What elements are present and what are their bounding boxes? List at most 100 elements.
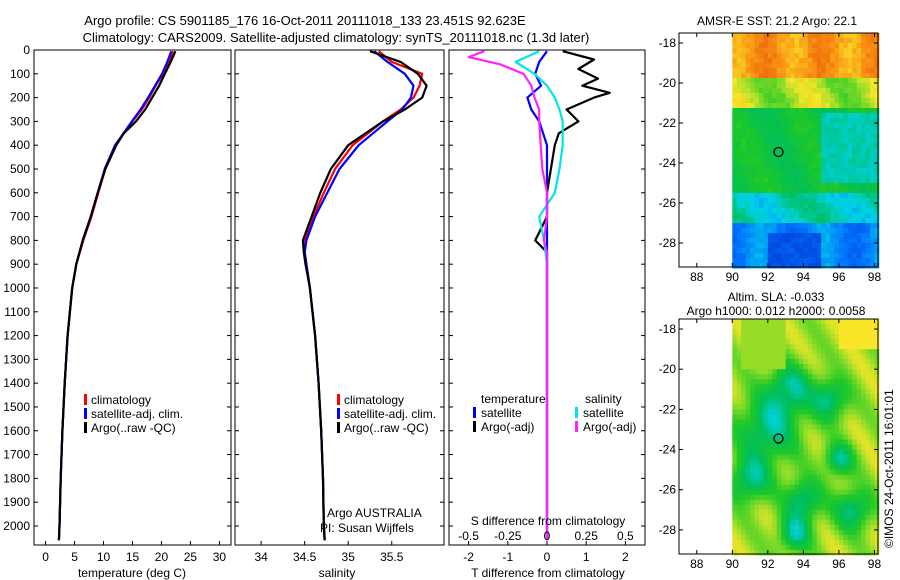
map-cell [750, 178, 755, 184]
map-cell [781, 389, 787, 395]
map-cell [790, 544, 795, 551]
map-cell [758, 133, 764, 139]
map-cell [767, 349, 773, 355]
map-cell [741, 414, 747, 420]
map-cell [843, 98, 849, 104]
map-cell [767, 389, 773, 395]
map-cell [852, 414, 858, 420]
map-cell [781, 233, 787, 239]
map-cell [807, 389, 813, 395]
depth-tick-label: 2000 [3, 519, 30, 533]
map-cell [750, 133, 755, 139]
map-cell [816, 213, 822, 219]
map-cell [772, 238, 778, 244]
map-cell [767, 98, 773, 104]
map-cell [732, 253, 738, 259]
map-cell [741, 183, 747, 189]
map-cell [750, 359, 755, 365]
map-cell [861, 504, 866, 511]
map-cell [865, 38, 871, 44]
map-cell [821, 334, 826, 340]
map-cell [870, 208, 875, 214]
map-cell [807, 83, 813, 89]
map-cell [847, 484, 853, 491]
map-cell [874, 389, 880, 395]
map-cell [754, 53, 760, 59]
map-cell [807, 168, 813, 174]
map-cell [776, 198, 782, 204]
map-cell [816, 163, 822, 169]
map-cell [772, 534, 778, 541]
map-cell [812, 33, 818, 39]
map-cell [847, 374, 853, 380]
map-cell [767, 143, 773, 149]
map-cell [865, 108, 871, 114]
map-cell [847, 173, 853, 179]
map-cell [732, 38, 738, 44]
map-cell [736, 424, 742, 430]
map-cell [843, 509, 849, 516]
map-cell [821, 544, 826, 551]
map-cell [843, 213, 849, 219]
map-cell [776, 369, 782, 375]
map-cell [852, 544, 858, 551]
map-cell [790, 549, 795, 556]
map-cell [750, 414, 755, 420]
map-cell [847, 233, 853, 239]
map-cell [732, 419, 738, 425]
map-cell [763, 444, 769, 450]
map-cell [812, 173, 818, 179]
map-cell [736, 454, 742, 460]
map-cell [865, 33, 871, 39]
map-cell [861, 509, 866, 516]
map-cell [852, 223, 858, 229]
map-cell [843, 459, 849, 466]
map-cell [790, 429, 795, 435]
map-cell [838, 238, 844, 244]
map-cell [874, 228, 880, 234]
map-cell [852, 138, 858, 144]
map-cell [825, 108, 831, 114]
map-cell [838, 339, 844, 345]
map-cell [856, 193, 862, 199]
map-cell [865, 474, 871, 481]
map-cell [847, 514, 853, 521]
map-cell [861, 168, 866, 174]
map-cell [736, 68, 742, 74]
map-cell [763, 88, 769, 94]
map-cell [843, 389, 849, 395]
map-cell [838, 133, 844, 139]
map-cell [794, 68, 800, 74]
legend-swatch-climatology [84, 394, 87, 405]
map-cell [847, 238, 853, 244]
map-cell [807, 434, 813, 440]
map-cell [750, 168, 755, 174]
map-cell [816, 354, 822, 360]
map-cell [816, 504, 822, 511]
map-cell [794, 88, 800, 94]
map-cell [812, 409, 818, 415]
map-cell [763, 469, 769, 476]
map-cell [741, 223, 747, 229]
map-cell [772, 444, 778, 450]
map-cell [861, 344, 866, 350]
map-cell [745, 404, 751, 410]
map-cell [856, 123, 862, 129]
map-cell [772, 258, 778, 264]
map-cell [741, 173, 747, 179]
map-cell [785, 499, 791, 506]
map-cell [830, 364, 835, 370]
legend-swatch-t-argo [473, 421, 476, 432]
map-cell [825, 359, 831, 365]
map-cell [821, 38, 826, 44]
map-cell [856, 38, 862, 44]
map-cell [834, 429, 840, 435]
map-cell [758, 98, 764, 104]
map-cell [825, 529, 831, 536]
map-cell [807, 339, 813, 345]
map-cell [816, 539, 822, 546]
map-cell [776, 534, 782, 541]
map-cell [785, 228, 791, 234]
map-cell [825, 33, 831, 39]
map-cell [772, 339, 778, 345]
